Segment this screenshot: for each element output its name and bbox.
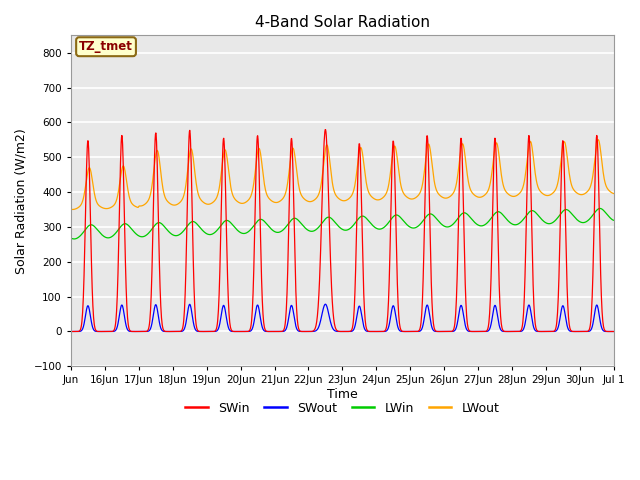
- SWin: [550, 328, 558, 334]
- SWout: [67, 329, 75, 335]
- LWout: [604, 186, 611, 192]
- SWin: [603, 329, 611, 335]
- LWout: [152, 150, 160, 156]
- LWin: [610, 217, 618, 223]
- LWin: [318, 220, 326, 226]
- SWout: [152, 302, 159, 308]
- SWout: [610, 329, 618, 335]
- LWout: [470, 192, 478, 198]
- SWout: [328, 324, 336, 330]
- LWin: [328, 216, 336, 222]
- SWin: [322, 127, 330, 132]
- LWout: [67, 206, 75, 212]
- SWout: [322, 301, 330, 307]
- LWin: [470, 219, 478, 225]
- Y-axis label: Solar Radiation (W/m2): Solar Radiation (W/m2): [15, 128, 28, 274]
- SWin: [67, 329, 75, 335]
- LWout: [550, 189, 558, 195]
- LWout: [68, 206, 76, 212]
- LWin: [604, 212, 611, 218]
- SWout: [470, 329, 478, 335]
- Legend: SWin, SWout, LWin, LWout: SWin, SWout, LWin, LWout: [180, 396, 504, 420]
- SWin: [610, 329, 618, 335]
- SWout: [318, 313, 326, 319]
- LWout: [328, 180, 336, 185]
- SWin: [152, 130, 159, 136]
- SWout: [603, 329, 611, 335]
- X-axis label: Time: Time: [327, 388, 358, 401]
- Line: SWout: SWout: [71, 304, 614, 332]
- Line: LWin: LWin: [71, 208, 614, 239]
- Title: 4-Band Solar Radiation: 4-Band Solar Radiation: [255, 15, 430, 30]
- SWin: [328, 298, 336, 304]
- SWin: [470, 329, 478, 335]
- LWin: [70, 236, 78, 242]
- LWout: [318, 175, 326, 181]
- Line: SWin: SWin: [71, 130, 614, 332]
- Text: TZ_tmet: TZ_tmet: [79, 40, 133, 53]
- SWout: [550, 328, 558, 334]
- LWin: [596, 205, 604, 211]
- LWout: [610, 191, 618, 196]
- LWout: [595, 137, 602, 143]
- LWin: [152, 221, 160, 227]
- Line: LWout: LWout: [71, 140, 614, 209]
- SWin: [318, 213, 326, 218]
- LWin: [67, 236, 75, 241]
- LWin: [550, 219, 558, 225]
